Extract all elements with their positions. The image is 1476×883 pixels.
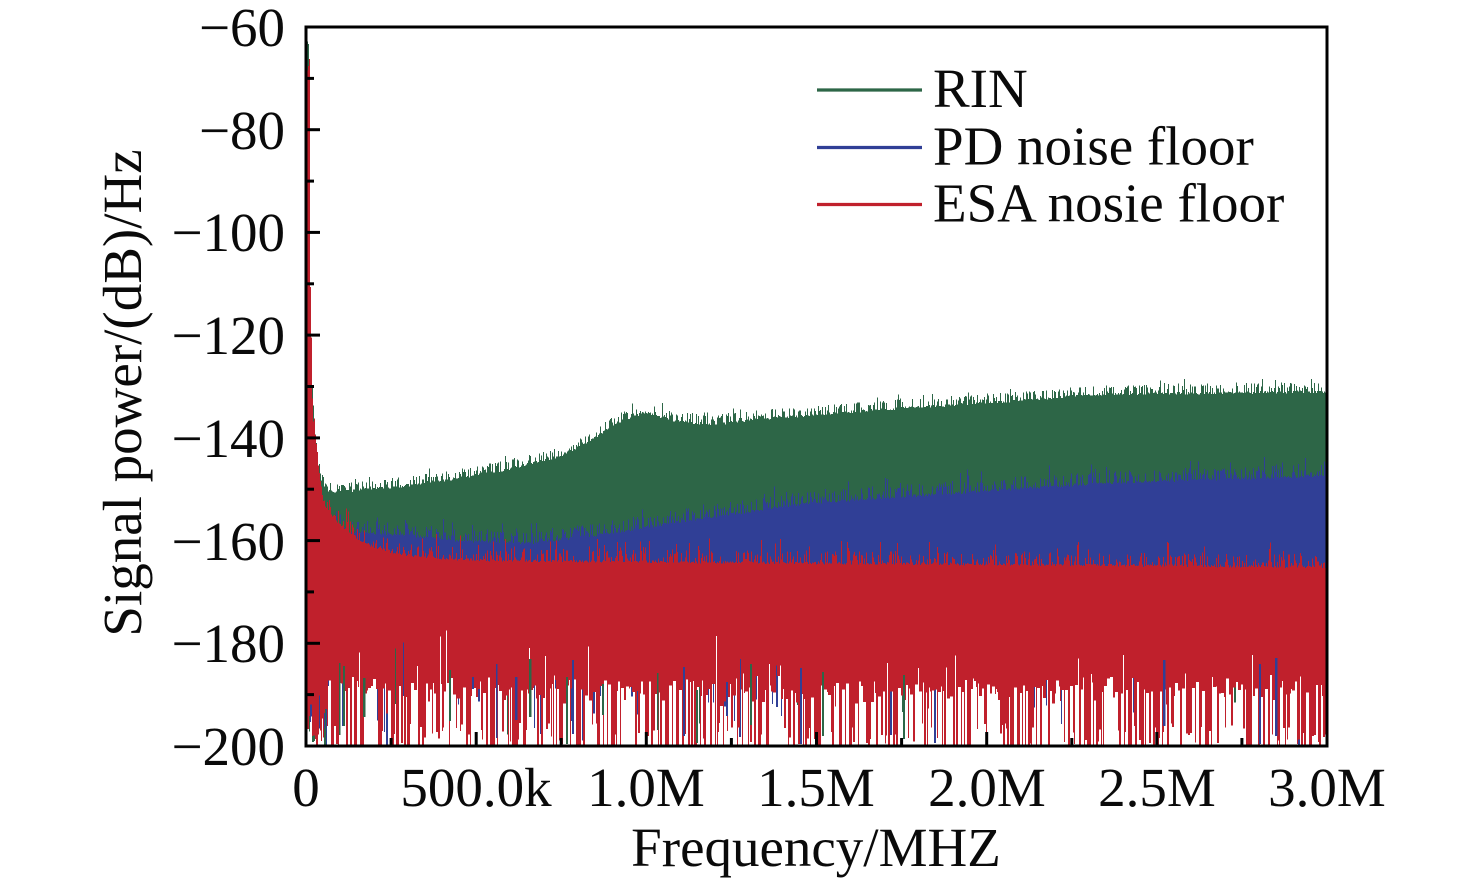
svg-text:−100: −100 [171, 202, 285, 263]
svg-text:2.5M: 2.5M [1098, 757, 1216, 818]
svg-text:−120: −120 [171, 305, 285, 366]
svg-text:Signal power/(dB)/Hz: Signal power/(dB)/Hz [92, 149, 153, 636]
svg-text:500.0k: 500.0k [400, 757, 552, 818]
svg-text:Frequency/MHZ: Frequency/MHZ [631, 817, 1001, 878]
svg-text:−80: −80 [199, 100, 285, 161]
svg-text:−160: −160 [171, 511, 285, 572]
svg-text:1.5M: 1.5M [757, 757, 875, 818]
svg-text:−60: −60 [199, 0, 285, 58]
svg-text:3.0M: 3.0M [1268, 757, 1386, 818]
svg-text:−140: −140 [171, 408, 285, 469]
svg-text:2.0M: 2.0M [928, 757, 1046, 818]
svg-text:RIN: RIN [933, 58, 1028, 119]
svg-text:1.0M: 1.0M [587, 757, 705, 818]
svg-text:0: 0 [292, 757, 320, 818]
svg-text:PD noise floor: PD noise floor [933, 116, 1254, 177]
svg-text:ESA nosie floor: ESA nosie floor [933, 173, 1284, 234]
svg-text:−200: −200 [171, 716, 285, 777]
svg-text:−180: −180 [171, 613, 285, 674]
